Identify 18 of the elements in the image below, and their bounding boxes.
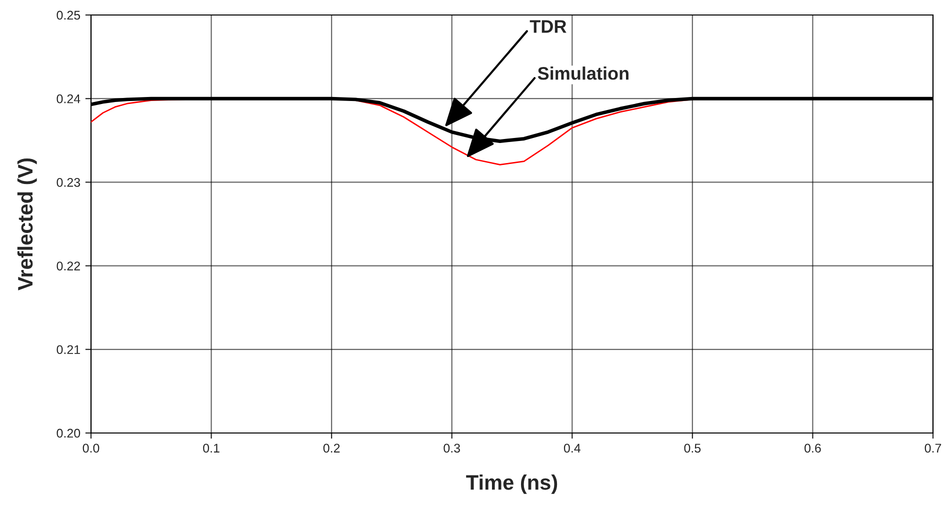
y-tick-label: 0.22 bbox=[56, 262, 80, 270]
x-tick-label: 0.2 bbox=[323, 444, 340, 453]
y-tick-label: 0.21 bbox=[56, 345, 80, 354]
x-tick-label: 0.5 bbox=[684, 444, 701, 453]
annotation: TDR bbox=[530, 20, 566, 33]
y-tick-label: 0.20 bbox=[56, 428, 80, 438]
y-tick-label: 0.23 bbox=[56, 178, 80, 187]
x-tick-label: 0.7 bbox=[924, 444, 942, 453]
y-tick-label: 0.24 bbox=[56, 94, 80, 104]
x-axis-title: Time (ns) bbox=[466, 474, 558, 494]
y-tick-label: 0.25 bbox=[56, 10, 80, 20]
y-axis-title: Vreflected (V) bbox=[17, 158, 37, 290]
annotation: Simulation bbox=[538, 66, 628, 80]
x-tick-label: 0.4 bbox=[564, 444, 580, 453]
x-tick-label: 0.1 bbox=[203, 444, 220, 453]
x-tick-label: 0.0 bbox=[82, 444, 100, 453]
x-tick-label: 0.6 bbox=[804, 444, 821, 453]
x-tick-label: 0.3 bbox=[444, 444, 460, 453]
